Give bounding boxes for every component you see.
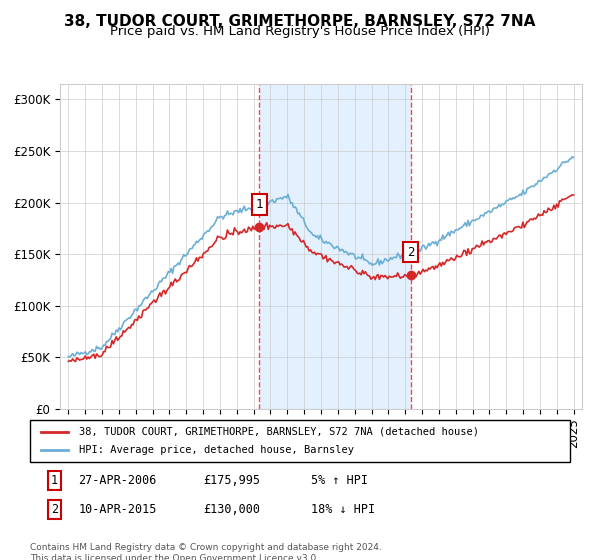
Text: 27-APR-2006: 27-APR-2006	[79, 474, 157, 487]
Text: 38, TUDOR COURT, GRIMETHORPE, BARNSLEY, S72 7NA (detached house): 38, TUDOR COURT, GRIMETHORPE, BARNSLEY, …	[79, 427, 479, 437]
Text: 10-APR-2015: 10-APR-2015	[79, 503, 157, 516]
Text: 1: 1	[51, 474, 58, 487]
FancyBboxPatch shape	[30, 420, 570, 462]
Text: 18% ↓ HPI: 18% ↓ HPI	[311, 503, 375, 516]
Text: Contains HM Land Registry data © Crown copyright and database right 2024.
This d: Contains HM Land Registry data © Crown c…	[30, 543, 382, 560]
Text: HPI: Average price, detached house, Barnsley: HPI: Average price, detached house, Barn…	[79, 445, 353, 455]
Text: 2: 2	[407, 246, 415, 259]
Text: Price paid vs. HM Land Registry's House Price Index (HPI): Price paid vs. HM Land Registry's House …	[110, 25, 490, 38]
Text: £130,000: £130,000	[203, 503, 260, 516]
Text: £175,995: £175,995	[203, 474, 260, 487]
Text: 2: 2	[51, 503, 58, 516]
Text: 5% ↑ HPI: 5% ↑ HPI	[311, 474, 368, 487]
Text: 1: 1	[256, 198, 263, 211]
Text: 38, TUDOR COURT, GRIMETHORPE, BARNSLEY, S72 7NA: 38, TUDOR COURT, GRIMETHORPE, BARNSLEY, …	[64, 14, 536, 29]
